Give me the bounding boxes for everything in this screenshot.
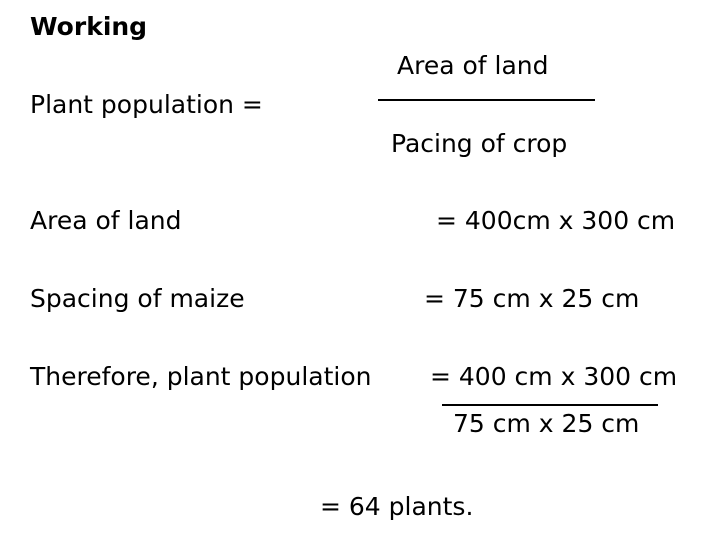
formula-numerator: Area of land [397, 51, 549, 80]
calculation-denominator: 75 cm x 25 cm [453, 409, 640, 438]
result-value: = 64 plants. [320, 492, 474, 521]
calculation-numerator: = 400 cm x 300 cm [430, 362, 678, 391]
spacing-value: = 75 cm x 25 cm [424, 284, 640, 313]
calculation-fraction-bar [442, 404, 658, 406]
calculation-label: Therefore, plant population [30, 362, 372, 391]
formula-denominator: Pacing of crop [391, 129, 568, 158]
working-heading: Working [30, 12, 148, 41]
spacing-label: Spacing of maize [30, 284, 245, 313]
formula-fraction-bar [378, 99, 595, 101]
area-label: Area of land [30, 206, 182, 235]
area-value: = 400cm x 300 cm [436, 206, 676, 235]
formula-label: Plant population = [30, 90, 263, 119]
